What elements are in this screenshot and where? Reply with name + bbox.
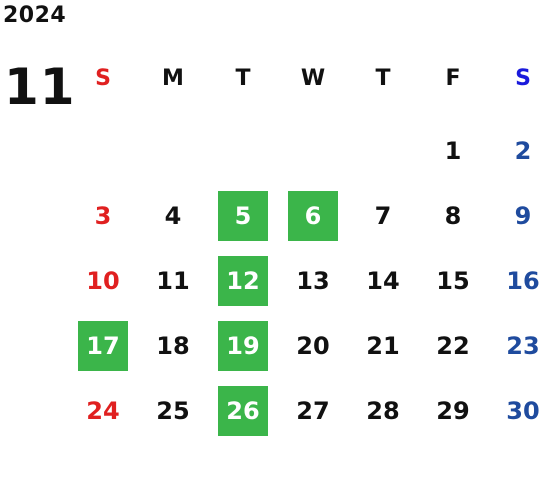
day-cell[interactable]: 4	[164, 202, 182, 230]
day-cell[interactable]: 23	[506, 332, 540, 360]
day-cell[interactable]: 27	[296, 397, 330, 425]
day-cell[interactable]: 13	[296, 267, 330, 295]
day-cell-highlighted[interactable]: 17	[78, 321, 128, 371]
day-cell-highlighted[interactable]: 26	[218, 386, 268, 436]
day-cell[interactable]: 14	[366, 267, 400, 295]
day-cell[interactable]: 8	[444, 202, 462, 230]
day-cell[interactable]: 25	[156, 397, 190, 425]
day-cell[interactable]: 28	[366, 397, 400, 425]
weekday-monday: M	[162, 66, 184, 91]
day-cell[interactable]: 3	[94, 202, 112, 230]
day-cell[interactable]: 22	[436, 332, 470, 360]
day-cell[interactable]: 16	[506, 267, 540, 295]
weekday-friday: F	[445, 66, 461, 91]
day-cell[interactable]: 18	[156, 332, 190, 360]
day-cell[interactable]: 10	[86, 267, 120, 295]
day-cell-highlighted[interactable]: 5	[218, 191, 268, 241]
day-cell-highlighted[interactable]: 12	[218, 256, 268, 306]
weekday-thursday: T	[375, 66, 391, 91]
day-cell[interactable]: 20	[296, 332, 330, 360]
weekday-saturday: S	[515, 66, 531, 91]
day-cell[interactable]: 15	[436, 267, 470, 295]
weekday-wednesday: W	[300, 66, 326, 91]
weekday-sunday: S	[95, 66, 111, 91]
day-cell[interactable]: 11	[156, 267, 190, 295]
day-cell[interactable]: 24	[86, 397, 120, 425]
day-cell-highlighted[interactable]: 19	[218, 321, 268, 371]
day-cell[interactable]: 30	[506, 397, 540, 425]
day-cell[interactable]: 9	[514, 202, 532, 230]
day-cell-highlighted[interactable]: 6	[288, 191, 338, 241]
day-cell[interactable]: 7	[374, 202, 392, 230]
day-cell[interactable]: 21	[366, 332, 400, 360]
year-label: 2024	[3, 3, 67, 28]
day-cell[interactable]: 2	[514, 137, 532, 165]
day-cell[interactable]: 1	[444, 137, 462, 165]
day-cell[interactable]: 29	[436, 397, 470, 425]
weekday-tuesday: T	[235, 66, 251, 91]
month-number: 11	[4, 58, 76, 116]
